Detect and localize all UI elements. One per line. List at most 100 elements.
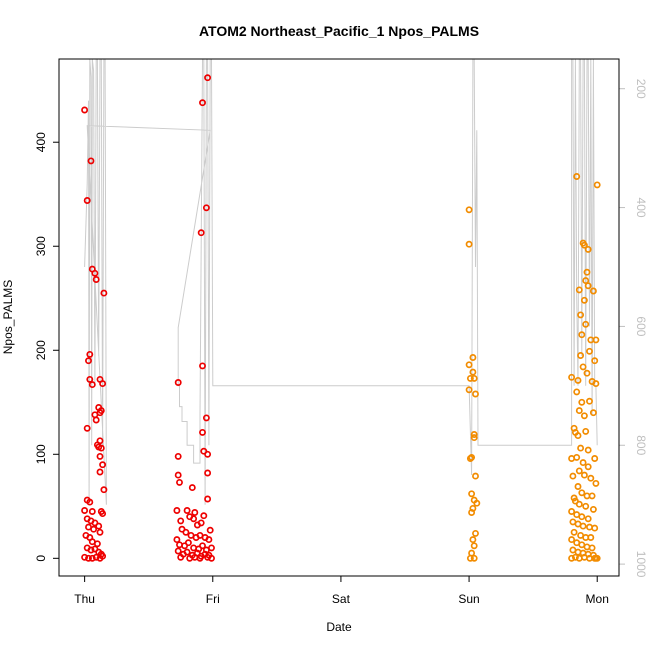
data-point — [583, 268, 591, 276]
data-points-layer — [81, 74, 601, 562]
data-point — [204, 450, 212, 458]
data-point — [593, 181, 601, 189]
data-point — [95, 522, 103, 530]
data-point — [100, 486, 108, 494]
data-point — [83, 197, 91, 204]
data-point — [580, 471, 588, 479]
data-point — [174, 452, 182, 460]
data-point — [469, 368, 477, 376]
data-point — [204, 495, 212, 503]
data-point — [100, 289, 108, 297]
data-point — [588, 544, 596, 552]
data-point — [97, 444, 105, 452]
data-point — [204, 553, 212, 561]
data-point — [472, 390, 479, 398]
data-point — [88, 381, 96, 389]
data-point — [466, 374, 474, 382]
data-point — [574, 432, 582, 440]
x-tick-label: Sun — [458, 592, 479, 606]
data-point — [183, 548, 191, 556]
data-point — [573, 173, 581, 180]
data-point — [99, 380, 107, 388]
x-tick-label: Sat — [332, 592, 351, 606]
y-tick-label: 200 — [34, 340, 48, 360]
data-point — [571, 553, 579, 561]
data-point — [81, 106, 89, 114]
data-point — [92, 276, 100, 283]
x-tick-label: Fri — [206, 592, 220, 606]
altitude-line — [84, 58, 598, 505]
y-tick-label: 400 — [34, 132, 48, 152]
data-point — [191, 509, 199, 516]
data-point — [96, 452, 104, 460]
data-point — [81, 507, 89, 514]
data-point — [470, 542, 478, 550]
data-point — [582, 502, 590, 510]
data-point — [577, 352, 585, 359]
data-point — [584, 515, 592, 523]
data-point — [575, 500, 583, 508]
data-point — [468, 509, 476, 516]
data-point — [88, 508, 96, 515]
data-point — [589, 505, 597, 513]
chart-title: ATOM2 Northeast_Pacific_1 Npos_PALMS — [199, 23, 479, 39]
data-point — [575, 286, 583, 294]
data-point — [92, 553, 100, 561]
data-point — [592, 336, 600, 344]
data-point — [197, 519, 205, 527]
data-point — [188, 484, 196, 492]
plot-frame — [58, 58, 620, 577]
data-point — [584, 446, 592, 454]
data-point — [196, 554, 204, 562]
data-point — [584, 282, 592, 290]
data-point — [580, 296, 588, 304]
x-tick-label: Mon — [586, 592, 609, 606]
data-point — [470, 434, 478, 442]
data-point — [586, 347, 593, 355]
data-point — [208, 554, 215, 562]
data-point — [568, 536, 576, 544]
data-point — [469, 536, 477, 544]
data-point — [591, 524, 599, 532]
data-point — [583, 369, 591, 377]
data-point — [587, 534, 595, 541]
y-tick-label: 100 — [34, 444, 48, 464]
data-point — [575, 467, 583, 475]
data-point — [584, 245, 592, 253]
data-point — [574, 376, 582, 384]
data-point — [96, 468, 104, 476]
data-point — [174, 471, 182, 479]
y2-tick-label: 800 — [634, 435, 648, 455]
data-point — [579, 459, 587, 467]
x-axis-label: Date — [326, 620, 352, 634]
data-point — [589, 409, 597, 417]
data-point — [99, 510, 107, 518]
data-point — [99, 461, 107, 469]
data-point — [568, 373, 576, 381]
data-point — [83, 424, 91, 432]
data-point — [580, 412, 588, 420]
data-point — [465, 361, 473, 369]
data-point — [465, 386, 473, 394]
data-point — [592, 380, 600, 388]
y-tick-label: 300 — [34, 236, 48, 256]
data-point — [174, 379, 182, 386]
data-point — [575, 407, 583, 415]
data-point — [470, 554, 478, 562]
data-point — [199, 428, 206, 436]
y2-tick-label: 1000 — [634, 551, 648, 578]
data-point — [473, 499, 481, 507]
data-point — [190, 515, 198, 523]
data-point — [592, 554, 600, 562]
y-tick-label: 0 — [34, 555, 48, 562]
data-point — [86, 498, 94, 506]
data-point — [465, 240, 473, 248]
data-point — [469, 354, 477, 361]
data-point — [81, 553, 89, 561]
data-point — [199, 542, 206, 550]
data-point — [582, 427, 590, 435]
data-point — [197, 229, 205, 237]
y2-tick-label: 400 — [634, 198, 648, 218]
data-point — [174, 547, 182, 555]
